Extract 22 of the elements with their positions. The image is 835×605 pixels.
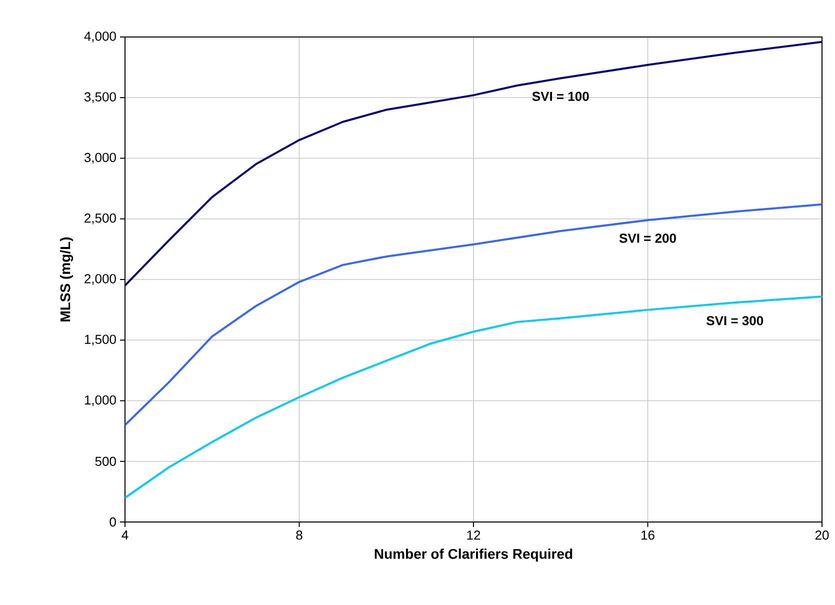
y-axis-title: MLSS (mg/L) <box>60 237 74 322</box>
y-tick-label: 500 <box>95 456 116 466</box>
x-tick-label: 20 <box>815 530 829 540</box>
y-tick-label: 0 <box>110 517 116 527</box>
x-tick-label: 8 <box>296 530 302 540</box>
y-tick-label: 1,500 <box>84 334 116 346</box>
x-tick-label: 4 <box>122 530 128 540</box>
x-axis-title: Number of Clarifiers Required <box>374 548 572 562</box>
series-label: SVI = 200 <box>619 234 676 243</box>
y-tick-label: 4,000 <box>84 32 116 42</box>
line-series <box>125 40 822 287</box>
line-series <box>125 295 822 499</box>
series-label: SVI = 100 <box>532 92 589 101</box>
y-tick-label: 1,000 <box>84 395 116 406</box>
y-tick-label: 2,500 <box>84 214 116 224</box>
x-tick-label: 16 <box>642 530 654 540</box>
x-tick-label: 12 <box>467 530 480 540</box>
y-tick-label: 3,000 <box>84 152 116 164</box>
series-label: SVI = 300 <box>706 316 764 326</box>
line-series <box>125 203 822 426</box>
y-tick-label: 2,000 <box>84 274 116 285</box>
y-tick-label: 3,500 <box>84 92 116 103</box>
